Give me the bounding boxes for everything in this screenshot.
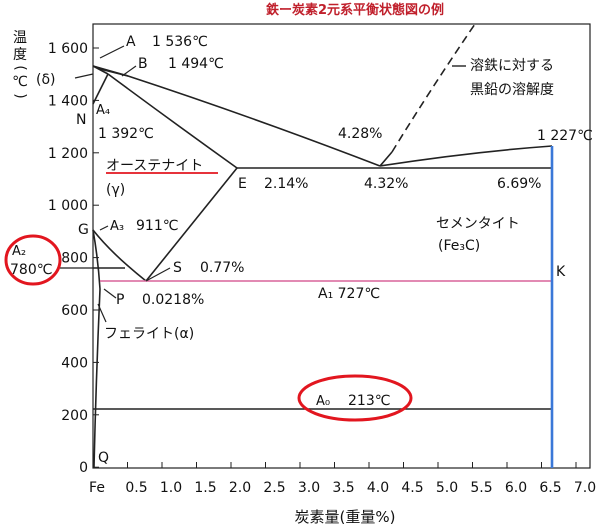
x-ticks: Fe 0.5 1.0 1.5 2.0 2.5 3.0 3.5 4.0 4.5 5.0 5.5 6.0 6.…: [89, 462, 596, 496]
label-cementite: セメンタイト: [436, 216, 520, 232]
pq-line: [93, 288, 101, 468]
diagram-title: 鉄ー炭素2元系平衡状態図の例: [266, 2, 444, 18]
label-2-14: 2.14%: [264, 176, 308, 192]
leader-A: [99, 45, 125, 59]
leader-ferrite: [97, 303, 107, 323]
gp-line: [92, 229, 101, 290]
phase-lines: [92, 65, 553, 468]
label-austenite: オーステナイト: [106, 158, 203, 174]
label-P: P: [116, 292, 124, 308]
y-tick-label: 400: [61, 355, 88, 371]
label-A2: A₂: [12, 244, 26, 259]
y-tick-label: 200: [61, 408, 88, 424]
plot-frame: [92, 23, 591, 469]
y-tick-label: 1 000: [48, 198, 88, 214]
label-N-temp: 1 392℃: [98, 126, 154, 142]
leader-lines: [60, 45, 171, 323]
x-tick-label: 5.0: [436, 480, 458, 496]
label-4-32: 4.32%: [364, 176, 408, 192]
y-tick-label: 1 400: [48, 93, 88, 109]
A3-line: [92, 229, 147, 282]
label-K: K: [556, 264, 566, 280]
x-tick-label: 5.5: [470, 480, 492, 496]
y-axis-label-char: (: [12, 65, 28, 70]
acm-line: [145, 167, 238, 282]
graphite-solubility-line: [391, 23, 476, 153]
label-4-28: 4.28%: [338, 126, 382, 142]
x-tick-label: 6.0: [505, 480, 527, 496]
liquidus-right-line: [379, 145, 553, 167]
label-gamma: (γ): [106, 182, 125, 198]
leader-A3: [99, 225, 109, 231]
label-A2-temp: 780℃: [10, 262, 52, 278]
y-axis-label-char: ℃: [12, 74, 28, 90]
label-solubility-1: 溶鉄に対する: [470, 58, 554, 74]
label-A3: A₃: [110, 219, 124, 234]
x-tick-label: 2.5: [263, 480, 285, 496]
y-ticks: 1 600 1 400 1 200 1 000 800 600 400 200 0: [48, 41, 99, 476]
label-A0-temp: 213℃: [348, 393, 390, 409]
label-S: S: [173, 260, 182, 276]
label-E: E: [238, 176, 247, 192]
peritectic-line: [92, 65, 129, 77]
leader-delta: [74, 73, 94, 79]
label-B-temp: 1 494℃: [168, 56, 224, 72]
y-axis-label: 温 度 ( ℃ ): [12, 30, 28, 99]
label-A1: A₁ 727℃: [318, 286, 380, 302]
y-axis-label-char: ): [12, 93, 28, 98]
label-A0: A₀: [316, 394, 330, 409]
label-A-temp: 1 536℃: [152, 34, 208, 50]
y-tick-label: 1 200: [48, 146, 88, 162]
x-tick-label: 3.5: [332, 480, 354, 496]
label-delta: (δ): [36, 72, 56, 88]
label-A3-temp: 911℃: [136, 218, 178, 234]
x-tick-label: 2.0: [229, 480, 251, 496]
y-tick-label: 1 600: [48, 41, 88, 57]
x-tick-label: Fe: [89, 480, 105, 496]
y-tick-label: 800: [61, 251, 88, 267]
x-tick-label: 7.0: [574, 480, 596, 496]
label-ferrite: フェライト(α): [104, 326, 194, 342]
label-S-pct: 0.77%: [200, 260, 244, 276]
label-A: A: [126, 34, 136, 50]
graphite-solubility-start: [379, 151, 393, 167]
x-tick-label: 1.0: [160, 480, 182, 496]
A2-highlight-circle: [4, 234, 62, 286]
x-tick-label: 4.0: [367, 480, 389, 496]
delta-line: [92, 65, 109, 75]
leader-P: [103, 288, 117, 299]
label-A4: A₄: [96, 103, 110, 118]
leader-B: [121, 65, 137, 77]
label-solubility-2: 黒鉛の溶解度: [470, 82, 554, 98]
x-axis-label: 炭素量(重量%): [295, 508, 396, 526]
y-axis-label-char: 度: [13, 47, 27, 63]
y-tick-label: 600: [61, 303, 88, 319]
solidus-line: [107, 73, 238, 169]
label-B: B: [138, 56, 148, 72]
leader-S: [145, 267, 171, 282]
x-tick-label: 6.5: [539, 480, 561, 496]
label-6-69: 6.69%: [497, 176, 541, 192]
annotations: A 1 536℃ B 1 494℃ (δ) A₄ N 1 392℃ 4.28% …: [10, 34, 593, 466]
x-tick-label: 1.5: [194, 480, 216, 496]
A4-line: [92, 73, 109, 105]
label-1227: 1 227℃: [537, 128, 593, 144]
liquidus-line: [92, 65, 381, 167]
x-tick-label: 4.5: [401, 480, 423, 496]
label-cementite-formula: (Fe₃C): [438, 238, 480, 254]
label-N: N: [76, 112, 86, 128]
x-tick-label: 0.5: [125, 480, 147, 496]
label-P-pct: 0.0218%: [142, 292, 204, 308]
y-tick-label: 0: [79, 460, 88, 476]
label-Q: Q: [98, 450, 109, 466]
A0-highlight-circle: [297, 374, 413, 422]
y-axis-label-char: 温: [13, 30, 27, 46]
label-G: G: [78, 222, 89, 238]
x-tick-label: 3.0: [298, 480, 320, 496]
